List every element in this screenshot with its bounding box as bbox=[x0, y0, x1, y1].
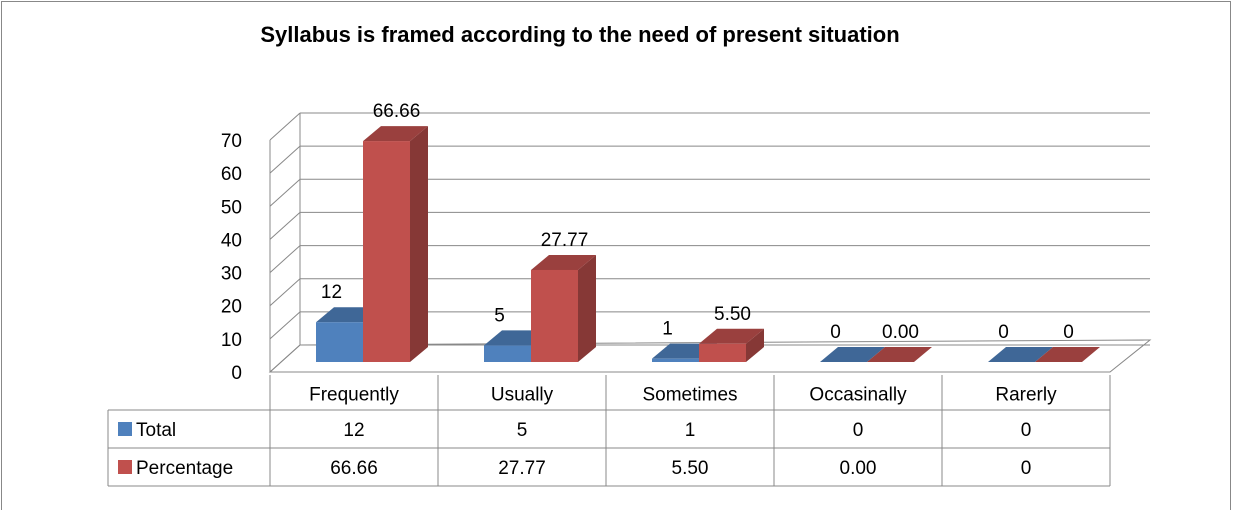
bar bbox=[316, 322, 363, 362]
data-label: 1 bbox=[662, 319, 673, 340]
table-cell: 5.50 bbox=[672, 458, 709, 479]
table-cell: 0.00 bbox=[840, 458, 877, 479]
table-cell: 0 bbox=[853, 420, 864, 441]
table-cell: 0 bbox=[1021, 458, 1032, 479]
data-table: Frequently 12 66.66 Usually 5 27.77 Sometimes 1… bbox=[107, 375, 1111, 487]
y-tick-label: 60 bbox=[221, 164, 242, 185]
chart-title: Syllabus is framed according to the need… bbox=[260, 22, 899, 47]
y-tick-label: 40 bbox=[221, 230, 242, 251]
data-label: 66.66 bbox=[373, 101, 421, 122]
y-tick-label: 70 bbox=[221, 131, 242, 152]
legend-label: Percentage bbox=[136, 458, 233, 479]
grid-line bbox=[269, 344, 301, 373]
bar-top bbox=[363, 126, 428, 142]
data-label: 0 bbox=[998, 322, 1009, 343]
x-tick-label: Occasinally bbox=[809, 385, 907, 406]
data-label: 0 bbox=[830, 322, 841, 343]
y-tick-label: 10 bbox=[221, 330, 242, 351]
bar bbox=[699, 343, 746, 362]
bar bbox=[531, 269, 578, 362]
table-cell: 12 bbox=[343, 420, 364, 441]
x-tick-label: Usually bbox=[491, 385, 554, 406]
data-label: 0.00 bbox=[882, 322, 919, 343]
y-tick-label: 30 bbox=[221, 264, 242, 285]
data-label: 5.50 bbox=[714, 304, 751, 325]
table-cell: 1 bbox=[685, 420, 696, 441]
bar-side bbox=[578, 254, 596, 362]
table-cell: 27.77 bbox=[498, 458, 546, 479]
y-tick-label: 0 bbox=[231, 363, 242, 384]
y-tick-label: 20 bbox=[221, 297, 242, 318]
legend-label: Total bbox=[136, 420, 176, 441]
table-cell: 66.66 bbox=[330, 458, 378, 479]
bar bbox=[363, 141, 410, 362]
grid-line bbox=[269, 245, 301, 273]
legend-swatch bbox=[118, 422, 132, 436]
bar-top bbox=[820, 347, 885, 362]
grid-line bbox=[269, 311, 301, 340]
data-label: 0 bbox=[1063, 322, 1074, 343]
bar bbox=[484, 345, 531, 362]
data-label: 5 bbox=[494, 305, 505, 326]
x-tick-label: Sometimes bbox=[642, 385, 737, 406]
bar-top bbox=[867, 347, 932, 362]
table-cell: 5 bbox=[517, 420, 528, 441]
table-cell: 0 bbox=[1021, 420, 1032, 441]
grid-line bbox=[269, 112, 301, 141]
grid-line bbox=[269, 145, 301, 174]
bar bbox=[652, 358, 699, 362]
data-label: 12 bbox=[321, 282, 342, 303]
bar-top bbox=[988, 347, 1053, 362]
bar-side bbox=[746, 328, 764, 362]
grid-line bbox=[269, 178, 301, 207]
x-tick-label: Rarerly bbox=[995, 385, 1057, 406]
bar-side bbox=[410, 126, 428, 362]
y-tick-label: 50 bbox=[221, 197, 242, 218]
bar-top bbox=[1035, 347, 1100, 362]
x-tick-label: Frequently bbox=[309, 385, 399, 406]
bar-top bbox=[531, 254, 596, 270]
grid-line bbox=[269, 212, 301, 240]
data-label: 27.77 bbox=[541, 230, 589, 251]
legend-swatch bbox=[118, 460, 132, 474]
grid-line bbox=[269, 278, 301, 307]
bar-top bbox=[699, 328, 764, 344]
